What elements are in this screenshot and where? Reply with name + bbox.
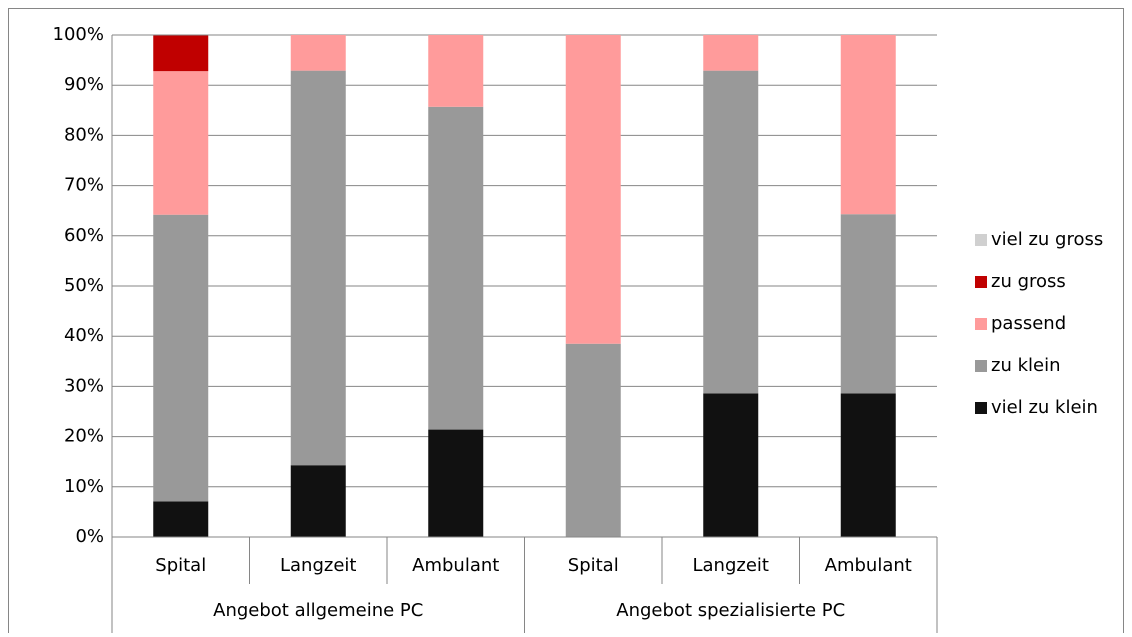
x-tick-label: Ambulant: [412, 555, 499, 576]
x-tick-label: Spital: [568, 555, 619, 576]
y-tick-label: 20%: [64, 426, 104, 447]
y-tick-label: 40%: [64, 325, 104, 346]
y-tick-label: 100%: [53, 24, 104, 45]
legend-swatch: [975, 360, 987, 372]
bar-segment: [153, 71, 209, 215]
x-tick-label: Langzeit: [693, 555, 769, 576]
bar-segment: [290, 35, 346, 71]
bar-segment: [703, 393, 759, 537]
bar-segment: [565, 343, 621, 537]
bar-segment: [290, 70, 346, 466]
legend-label: zu gross: [991, 271, 1066, 292]
y-tick-label: 90%: [64, 74, 104, 95]
bar-segment: [565, 35, 621, 344]
bar-segment: [153, 501, 209, 537]
legend-label: passend: [991, 313, 1066, 334]
bar-segment: [840, 214, 896, 394]
chart-border: [8, 8, 1124, 637]
group-label: Angebot spezialisierte PC: [616, 600, 845, 621]
bar-segment: [153, 214, 209, 502]
bar-segment: [153, 35, 209, 72]
y-tick-label: 60%: [64, 225, 104, 246]
y-tick-label: 10%: [64, 476, 104, 497]
bar-segment: [428, 429, 484, 537]
x-tick-label: Ambulant: [825, 555, 912, 576]
y-tick-label: 70%: [64, 175, 104, 196]
y-tick-label: 30%: [64, 375, 104, 396]
x-tick-label: Langzeit: [280, 555, 356, 576]
legend-label: viel zu klein: [991, 397, 1098, 418]
bar-segment: [290, 465, 346, 537]
y-tick-label: 50%: [64, 275, 104, 296]
bar-segment: [428, 106, 484, 430]
y-tick-label: 0%: [75, 526, 104, 547]
legend-swatch: [975, 276, 987, 288]
legend-label: viel zu gross: [991, 229, 1103, 250]
bar-segment: [703, 70, 759, 394]
bar-segment: [428, 35, 484, 107]
bar-segment: [703, 35, 759, 71]
group-label: Angebot allgemeine PC: [213, 600, 423, 621]
bar-segment: [840, 393, 896, 537]
legend-label: zu klein: [991, 355, 1061, 376]
legend-swatch: [975, 402, 987, 414]
x-tick-label: Spital: [155, 555, 206, 576]
y-tick-label: 80%: [64, 124, 104, 145]
legend-swatch: [975, 318, 987, 330]
bar-segment: [840, 35, 896, 215]
legend-swatch: [975, 234, 987, 246]
